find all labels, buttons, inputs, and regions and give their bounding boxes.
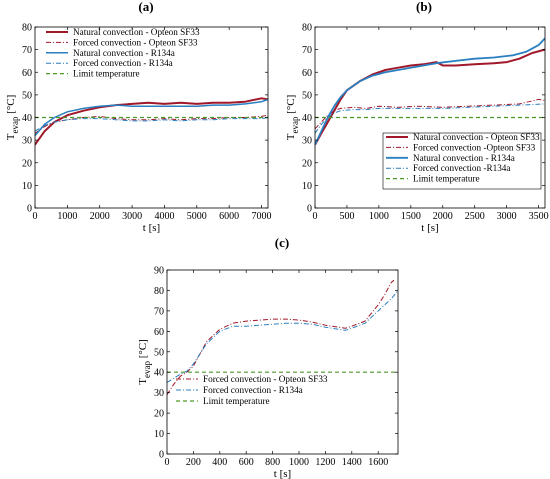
legend-entry: Forced convection - Opteon SF33: [73, 37, 198, 47]
y-tick-label: 0: [27, 204, 32, 215]
x-tick-label: 1000: [369, 211, 389, 222]
x-tick-label: 7000: [252, 211, 272, 222]
series-line-3: [315, 37, 545, 146]
x-tick-label: 0: [313, 211, 318, 222]
series-line-2: [315, 98, 545, 130]
x-tick-label: 3500: [529, 211, 549, 222]
legend-entry: Forced convection - R134a: [73, 58, 173, 68]
axes-frame: [166, 269, 399, 455]
x-axis-label: t [s]: [421, 222, 438, 234]
y-tick-label: 50: [22, 90, 32, 101]
x-tick-label: 1400: [342, 457, 362, 468]
x-tick-label: 2000: [433, 211, 453, 222]
x-tick-label: 5000: [187, 211, 207, 222]
y-tick-label: 60: [22, 68, 32, 79]
y-tick-label: 40: [302, 113, 312, 124]
y-tick-label: 0: [159, 450, 164, 461]
x-tick-label: 4000: [154, 211, 174, 222]
chart-panel-2: (b) 0 500 1000 1500 2000 2500 3000 3500 0 10 20 30 40…: [285, 0, 549, 234]
legend-entry: Forced convection - R134a: [203, 385, 303, 395]
legend-box: [382, 132, 542, 190]
y-tick-label: 60: [302, 68, 312, 79]
series-line-2: [167, 290, 398, 383]
y-tick-label: 30: [154, 388, 164, 399]
legend-entry: Natural convection - Opteon SF33: [73, 27, 200, 37]
series-line-4: [35, 117, 268, 132]
y-tick-label: 90: [154, 266, 164, 277]
legend-entry: Limit temperature: [203, 396, 270, 406]
y-tick-label: 70: [154, 306, 164, 317]
x-tick-label: 2000: [90, 211, 110, 222]
y-axis-label: Tevap [°C]: [137, 339, 152, 385]
y-axis-label: Tevap [°C]: [285, 95, 300, 141]
x-tick-label: 400: [212, 457, 227, 468]
x-tick-label: 6000: [219, 211, 239, 222]
legend-entry: Forced convection -Opteon SF33: [413, 142, 536, 152]
y-tick-label: 60: [154, 327, 164, 338]
series-line-4: [315, 103, 545, 134]
panel-label: (c): [275, 235, 289, 250]
y-tick-label: 30: [302, 136, 312, 147]
y-tick-label: 20: [302, 158, 312, 169]
x-tick-label: 0: [165, 457, 170, 468]
x-tick-label: 2500: [465, 211, 485, 222]
x-tick-label: 500: [339, 211, 354, 222]
y-tick-label: 80: [22, 23, 32, 34]
x-axis-label: t [s]: [274, 468, 291, 479]
y-tick-label: 50: [154, 347, 164, 358]
x-tick-label: 1500: [401, 211, 421, 222]
y-tick-label: 70: [22, 45, 32, 56]
chart-panel-1: (a) 0 1000 2000 3000 4000 5000 6000 7000 0 10 20 30 4…: [5, 0, 272, 234]
y-tick-label: 50: [302, 90, 312, 101]
x-tick-label: 0: [33, 211, 38, 222]
y-tick-label: 80: [154, 286, 164, 297]
legend-entry: Limit temperature: [73, 69, 140, 79]
y-tick-label: 10: [22, 181, 32, 192]
x-tick-label: 600: [239, 457, 254, 468]
legend-entry: Forced convection -R134a: [413, 163, 510, 173]
y-tick-label: 40: [22, 113, 32, 124]
y-axis-label: Tevap [°C]: [5, 95, 20, 141]
series-line-1: [315, 48, 545, 146]
y-tick-label: 10: [302, 181, 312, 192]
y-tick-label: 20: [154, 409, 164, 420]
panel-label: (b): [416, 0, 432, 14]
x-tick-label: 200: [186, 457, 201, 468]
y-tick-label: 0: [307, 204, 312, 215]
x-tick-label: 1200: [315, 457, 335, 468]
y-tick-label: 70: [302, 45, 312, 56]
x-tick-label: 3000: [122, 211, 142, 222]
x-tick-label: 1000: [289, 457, 309, 468]
y-tick-label: 20: [22, 158, 32, 169]
x-tick-label: 800: [265, 457, 280, 468]
legend-entry: Forced convection - Opteon SF33: [203, 374, 328, 384]
x-tick-label: 1000: [57, 211, 77, 222]
y-tick-label: 80: [302, 23, 312, 34]
y-tick-label: 40: [154, 368, 164, 379]
legend-entry: Limit temperature: [413, 174, 480, 184]
x-tick-label: 3000: [497, 211, 517, 222]
legend-entry: Natural convection - R134a: [413, 153, 515, 163]
y-tick-label: 30: [22, 136, 32, 147]
chart-panel-3: (c) 0 200 400 600 800 1000 1200 1400 1600 0 10 20 30 4…: [137, 235, 399, 479]
x-tick-label: 1600: [368, 457, 388, 468]
x-axis-label: t [s]: [143, 222, 160, 234]
series-line-3: [35, 98, 268, 137]
legend-entry: Natural convection - Opteon SF33: [413, 132, 540, 142]
series-line-1: [167, 279, 395, 395]
legend-entry: Natural convection - R134a: [73, 48, 175, 58]
y-tick-label: 10: [154, 429, 164, 440]
panel-label: (a): [138, 0, 153, 14]
